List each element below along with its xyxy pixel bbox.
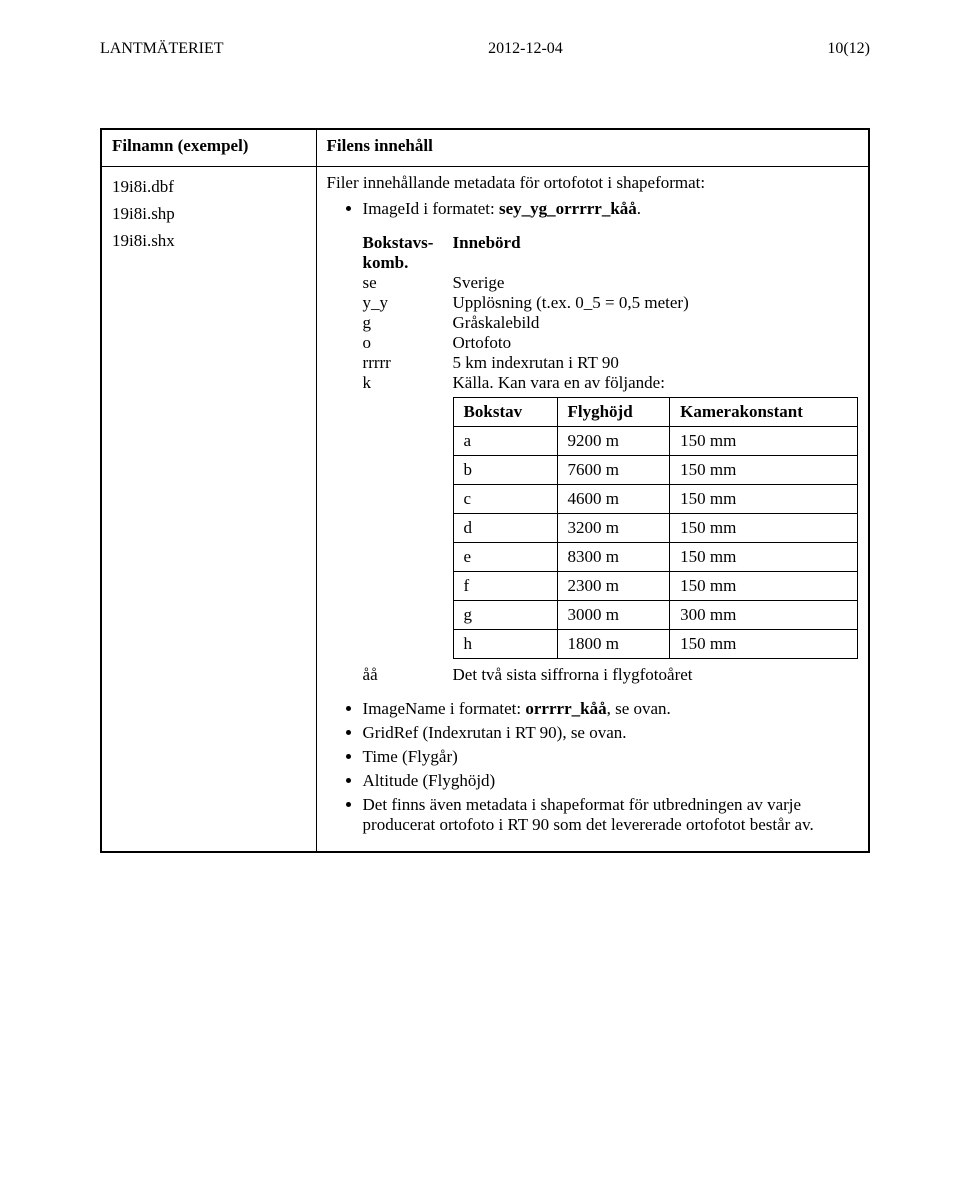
bullet-imageid-value: sey_yg_orrrrr_kåå (499, 199, 637, 218)
bullet-bold: orrrrr_kåå (525, 699, 606, 718)
inner-cell: 1800 m (557, 630, 670, 659)
bullet-pre: GridRef (Indexrutan i RT 90), se ovan. (363, 723, 627, 742)
bullet-pre: Time (Flygår) (363, 747, 458, 766)
inner-cell: b (453, 456, 557, 485)
defs-row-last: åå Det två sista siffrorna i flygfotoåre… (363, 665, 858, 685)
defs-def: Upplösning (t.ex. 0_5 = 0,5 meter) (453, 293, 858, 313)
defs-term: k (363, 373, 453, 393)
defs-row: rrrrr 5 km indexrutan i RT 90 (363, 353, 858, 373)
defs-row: se Sverige (363, 273, 858, 293)
inner-cell: 150 mm (670, 543, 858, 572)
defs-term: åå (363, 665, 453, 685)
bullet-imageid-dot: . (637, 199, 641, 218)
intro-text: Filer innehållande metadata för ortofoto… (327, 173, 858, 193)
page-header: LANTMÄTERIET 2012-12-04 10(12) (100, 40, 870, 58)
inner-cell: 3200 m (557, 514, 670, 543)
inner-cell: 3000 m (557, 601, 670, 630)
bullet-pre: ImageName i formatet: (363, 699, 526, 718)
bullet-item: ImageName i formatet: orrrrr_kåå, se ova… (363, 699, 858, 719)
table-body-row: 19i8i.dbf 19i8i.shp 19i8i.shx Filer inne… (101, 167, 869, 853)
defs-def: Det två sista siffrorna i flygfotoåret (453, 665, 858, 685)
inner-th: Bokstav (453, 398, 557, 427)
bullet-list-bottom: ImageName i formatet: orrrrr_kåå, se ova… (327, 699, 858, 835)
defs-header-def: Innebörd (453, 233, 858, 253)
inner-th: Kamerakonstant (670, 398, 858, 427)
inner-th: Flyghöjd (557, 398, 670, 427)
bullet-pre: Det finns även metadata i shapeformat fö… (363, 795, 814, 834)
inner-cell: h (453, 630, 557, 659)
header-center: 2012-12-04 (488, 40, 563, 58)
bullet-post: , se ovan. (607, 699, 671, 718)
defs-header-term-l1: Bokstavs- (363, 233, 453, 253)
bullet-imageid-label: ImageId i formatet: (363, 199, 499, 218)
inner-cell: 150 mm (670, 514, 858, 543)
defs-header-row: Bokstavs- komb. Innebörd (363, 233, 858, 273)
inner-cell: 300 mm (670, 601, 858, 630)
main-table: Filnamn (exempel) Filens innehåll 19i8i.… (100, 128, 870, 853)
inner-row: b7600 m150 mm (453, 456, 857, 485)
cell-content: Filer innehållande metadata för ortofoto… (316, 167, 869, 853)
inner-header-row: Bokstav Flyghöjd Kamerakonstant (453, 398, 857, 427)
inner-cell: 150 mm (670, 630, 858, 659)
bullet-item: GridRef (Indexrutan i RT 90), se ovan. (363, 723, 858, 743)
defs-term: rrrrr (363, 353, 453, 373)
col-header-right: Filens innehåll (316, 129, 869, 167)
inner-cell: 150 mm (670, 572, 858, 601)
bullet-item: Time (Flygår) (363, 747, 858, 767)
defs-def-k-text: Källa. Kan vara en av följande: (453, 373, 665, 392)
defs-term: o (363, 333, 453, 353)
inner-cell: 150 mm (670, 456, 858, 485)
inner-cell: 150 mm (670, 427, 858, 456)
defs-row: y_y Upplösning (t.ex. 0_5 = 0,5 meter) (363, 293, 858, 313)
bullet-item: Det finns även metadata i shapeformat fö… (363, 795, 858, 835)
inner-cell: 150 mm (670, 485, 858, 514)
defs-def: Gråskalebild (453, 313, 858, 333)
col-header-left: Filnamn (exempel) (101, 129, 316, 167)
inner-cell: e (453, 543, 557, 572)
inner-cell: 8300 m (557, 543, 670, 572)
defs-term: g (363, 313, 453, 333)
header-left: LANTMÄTERIET (100, 40, 224, 58)
inner-table: Bokstav Flyghöjd Kamerakonstant a9200 m1… (453, 397, 858, 659)
defs-def: Ortofoto (453, 333, 858, 353)
defs-term: se (363, 273, 453, 293)
cell-filenames: 19i8i.dbf 19i8i.shp 19i8i.shx (101, 167, 316, 853)
header-right: 10(12) (827, 40, 870, 58)
filename: 19i8i.shx (112, 227, 306, 254)
inner-row: e8300 m150 mm (453, 543, 857, 572)
defs-header-term-l2: komb. (363, 253, 453, 273)
inner-cell: d (453, 514, 557, 543)
definitions-block: Bokstavs- komb. Innebörd se Sverige y_y … (363, 233, 858, 685)
filename: 19i8i.dbf (112, 173, 306, 200)
inner-cell: 9200 m (557, 427, 670, 456)
inner-cell: c (453, 485, 557, 514)
bullet-imageid: ImageId i formatet: sey_yg_orrrrr_kåå. (363, 199, 858, 219)
inner-cell: g (453, 601, 557, 630)
defs-row: g Gråskalebild (363, 313, 858, 333)
inner-cell: 7600 m (557, 456, 670, 485)
defs-row: o Ortofoto (363, 333, 858, 353)
defs-def: Sverige (453, 273, 858, 293)
inner-row: d3200 m150 mm (453, 514, 857, 543)
inner-cell: a (453, 427, 557, 456)
defs-row: k Källa. Kan vara en av följande: Boksta… (363, 373, 858, 665)
table-header-row: Filnamn (exempel) Filens innehåll (101, 129, 869, 167)
inner-cell: 2300 m (557, 572, 670, 601)
inner-row: a9200 m150 mm (453, 427, 857, 456)
defs-header-term: Bokstavs- komb. (363, 233, 453, 273)
filename: 19i8i.shp (112, 200, 306, 227)
defs-def: 5 km indexrutan i RT 90 (453, 353, 858, 373)
defs-def-k: Källa. Kan vara en av följande: Bokstav … (453, 373, 858, 665)
bullet-pre: Altitude (Flyghöjd) (363, 771, 496, 790)
defs-term: y_y (363, 293, 453, 313)
inner-cell: 4600 m (557, 485, 670, 514)
inner-cell: f (453, 572, 557, 601)
bullet-list-top: ImageId i formatet: sey_yg_orrrrr_kåå. (327, 199, 858, 219)
bullet-item: Altitude (Flyghöjd) (363, 771, 858, 791)
inner-row: c4600 m150 mm (453, 485, 857, 514)
inner-row: g3000 m300 mm (453, 601, 857, 630)
document-page: LANTMÄTERIET 2012-12-04 10(12) Filnamn (… (0, 0, 960, 1186)
inner-row: f2300 m150 mm (453, 572, 857, 601)
inner-row: h1800 m150 mm (453, 630, 857, 659)
